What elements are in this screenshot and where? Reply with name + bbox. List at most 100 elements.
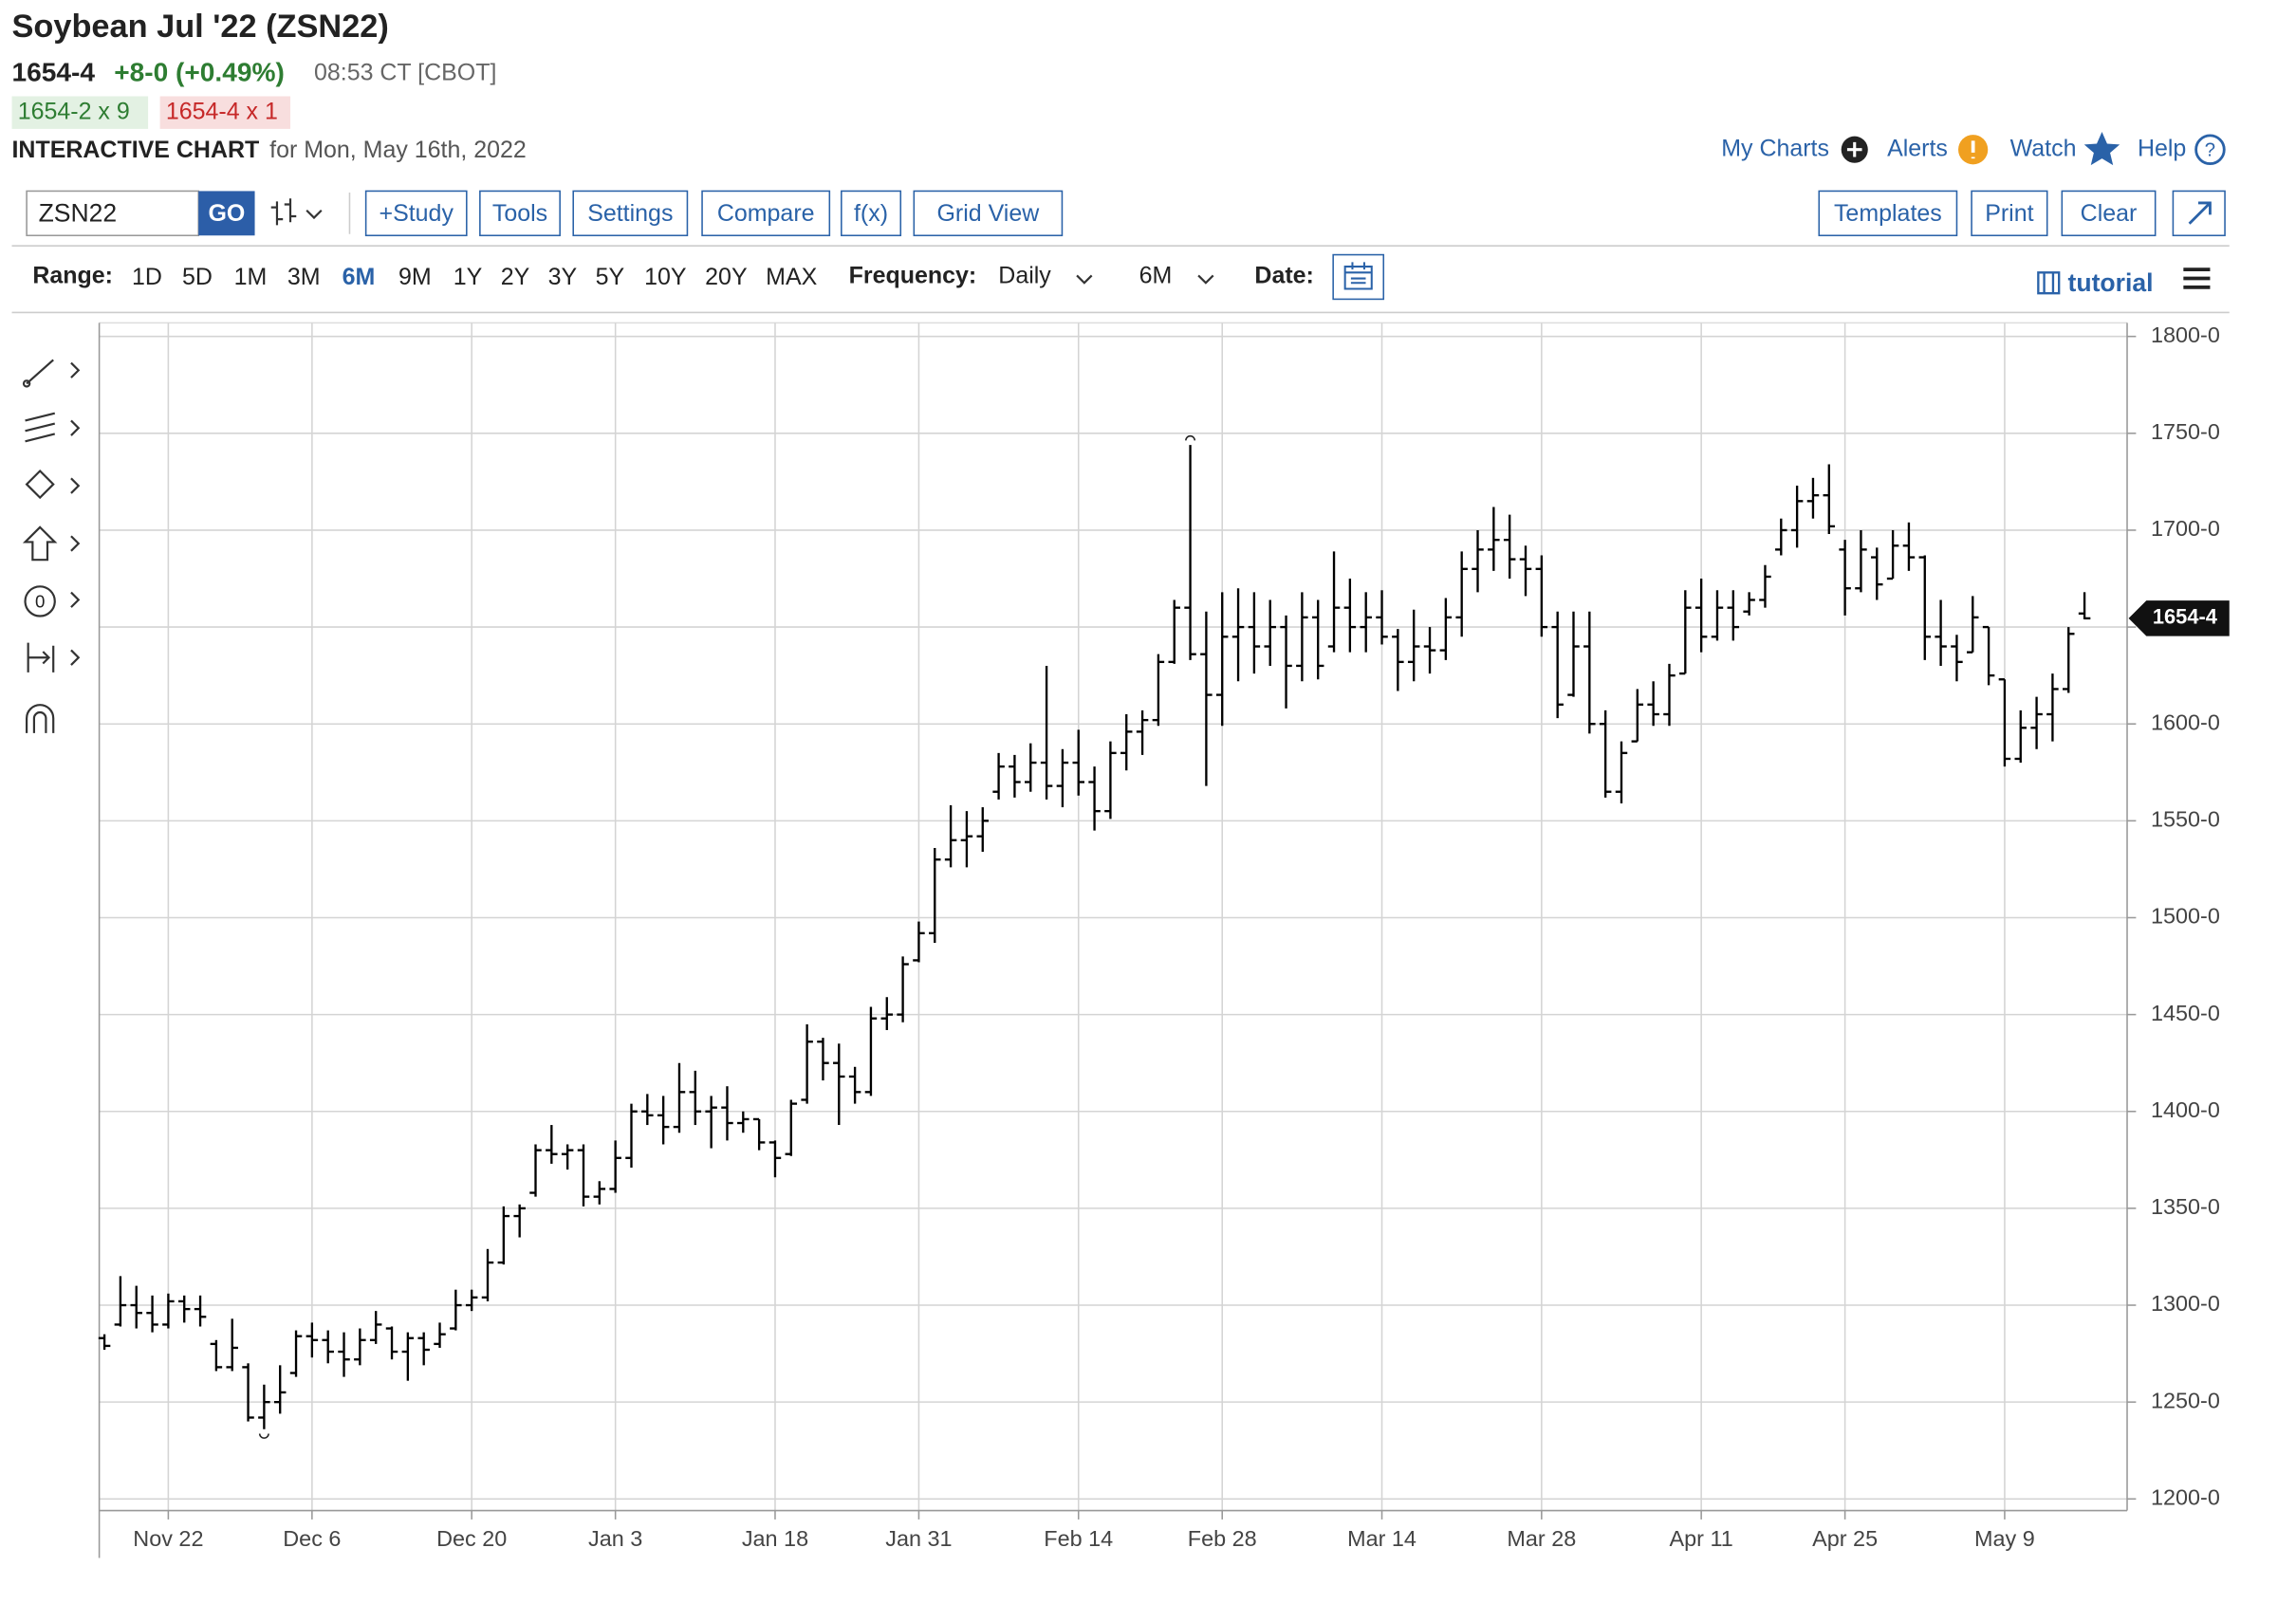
x-tick-label: Mar 14: [1347, 1526, 1416, 1551]
period-value[interactable]: 6M: [1139, 263, 1173, 289]
range-option[interactable]: 1Y: [454, 264, 483, 290]
chart-label: INTERACTIVE CHART: [11, 137, 259, 163]
range-option[interactable]: 1D: [132, 264, 162, 290]
x-tick-label: Jan 18: [742, 1526, 808, 1551]
button-bar: +Study Tools Settings Compare f(x) Grid View T…: [364, 190, 2157, 237]
tool-shape[interactable]: [25, 469, 81, 500]
range-option[interactable]: 5Y: [596, 264, 625, 290]
range-option[interactable]: 20Y: [705, 264, 748, 290]
go-button[interactable]: [198, 191, 255, 236]
drawing-tools: 0: [22, 359, 81, 733]
y-tick-label: 1450-0: [2151, 1001, 2220, 1025]
link-watch[interactable]: Watch: [2010, 135, 2077, 161]
button[interactable]: [841, 190, 902, 237]
button[interactable]: [1971, 190, 2048, 237]
button-label: Templates: [1834, 200, 1942, 227]
chevron: [1076, 274, 1093, 285]
help-icon: [2194, 134, 2226, 165]
range-option[interactable]: 10Y: [644, 264, 687, 290]
tool-magnet[interactable]: [26, 704, 55, 733]
button[interactable]: [701, 190, 831, 237]
x-tick-label: Apr 11: [1670, 1526, 1733, 1551]
last-price-tag: [2128, 600, 2230, 636]
x-tick-label: Apr 25: [1812, 1526, 1878, 1551]
tutorial-link[interactable]: tutorial: [2068, 268, 2154, 297]
button[interactable]: [364, 190, 468, 237]
button[interactable]: [1818, 190, 1958, 237]
calendar-icon: [1343, 262, 1373, 290]
x-tick-label: Jan 3: [588, 1526, 642, 1551]
range-option[interactable]: 1M: [234, 264, 268, 290]
y-tick-label: 1250-0: [2151, 1388, 2220, 1412]
button-label: Settings: [587, 200, 673, 227]
button-label: Print: [1985, 200, 2033, 227]
chart-date: for Mon, May 16th, 2022: [269, 137, 527, 163]
button-label: Clear: [2081, 200, 2138, 227]
ask-box: [159, 96, 291, 129]
symbol-text: ZSN22: [39, 198, 118, 227]
x-tick-label: Feb 28: [1188, 1526, 1257, 1551]
range-label: Range:: [32, 263, 113, 289]
y-tick-label: 1400-0: [2151, 1097, 2220, 1122]
button-label: Compare: [717, 200, 815, 227]
title: Soybean Jul '22 (ZSN22): [11, 9, 388, 45]
range-list: 1D 5D 1M 3M 6M 9M 1Y 2Y 3Y 5Y 10Y 20Y MAX: [132, 264, 818, 290]
button[interactable]: [572, 190, 689, 237]
high-marker: [1185, 435, 1196, 441]
tool-text[interactable]: [24, 585, 56, 617]
bid-box: [11, 96, 149, 129]
button[interactable]: [2061, 190, 2157, 237]
last-price-label: 1654-4: [2153, 605, 2218, 629]
change: +8-0 (+0.49%): [114, 58, 285, 87]
button[interactable]: [479, 190, 561, 237]
last-price: 1654-4: [11, 58, 95, 87]
button-label: Grid View: [936, 200, 1040, 227]
help-mark: ?: [2205, 140, 2215, 161]
frequency-value[interactable]: Daily: [998, 263, 1051, 289]
y-tick-label: 1550-0: [2151, 807, 2220, 832]
y-tick-label: 1800-0: [2151, 322, 2220, 347]
bid: 1654-2 x 9: [18, 98, 130, 124]
plus-sign: [1846, 141, 1862, 157]
y-tick-label: 1500-0: [2151, 904, 2220, 929]
link-alerts[interactable]: Alerts: [1887, 135, 1948, 161]
x-tick-label: Dec 6: [283, 1526, 341, 1551]
range-option[interactable]: 3M: [287, 264, 321, 290]
tool-line[interactable]: [22, 359, 81, 388]
link-my-charts[interactable]: My Charts: [1721, 135, 1829, 161]
calendar-button[interactable]: [1332, 253, 1385, 301]
ask: 1654-4 x 1: [166, 98, 278, 124]
star-icon: [2083, 131, 2120, 166]
link-help[interactable]: Help: [2138, 135, 2186, 161]
range-option[interactable]: 6M: [343, 264, 376, 290]
range-option[interactable]: MAX: [766, 264, 817, 290]
range-option[interactable]: 3Y: [548, 264, 578, 290]
button[interactable]: [913, 190, 1064, 237]
range-option[interactable]: 9M: [398, 264, 432, 290]
y-tick-label: 1600-0: [2151, 709, 2220, 734]
chart-style-icon[interactable]: [270, 198, 323, 226]
button-label: Tools: [492, 200, 547, 227]
y-tick-label: 1750-0: [2151, 419, 2220, 444]
x-tick-label: Feb 14: [1044, 1526, 1113, 1551]
x-tick-label: Jan 31: [885, 1526, 952, 1551]
tool-arrow[interactable]: [22, 525, 81, 562]
x-tick-label: Dec 20: [436, 1526, 507, 1551]
y-tick-label: 1350-0: [2151, 1194, 2220, 1219]
tutorial-icon: [2037, 271, 2061, 295]
button-label: +Study: [380, 200, 454, 227]
range-option[interactable]: 2Y: [501, 264, 530, 290]
tool-fib[interactable]: [25, 412, 81, 443]
low-marker: [258, 1433, 269, 1439]
plot-area: 1200-0 1250-0 1300-0 1350-0 1400-0 1450-0 1500…: [98, 322, 2230, 1558]
tool-measure[interactable]: [27, 591, 81, 673]
range-option[interactable]: 5D: [182, 264, 213, 290]
button-label: f(x): [854, 200, 888, 227]
chevron: [1197, 274, 1214, 285]
menu-icon[interactable]: [2183, 267, 2211, 289]
go-text: GO: [208, 200, 245, 227]
tool-text-glyph: 0: [35, 591, 45, 611]
y-tick-label: 1700-0: [2151, 516, 2220, 541]
